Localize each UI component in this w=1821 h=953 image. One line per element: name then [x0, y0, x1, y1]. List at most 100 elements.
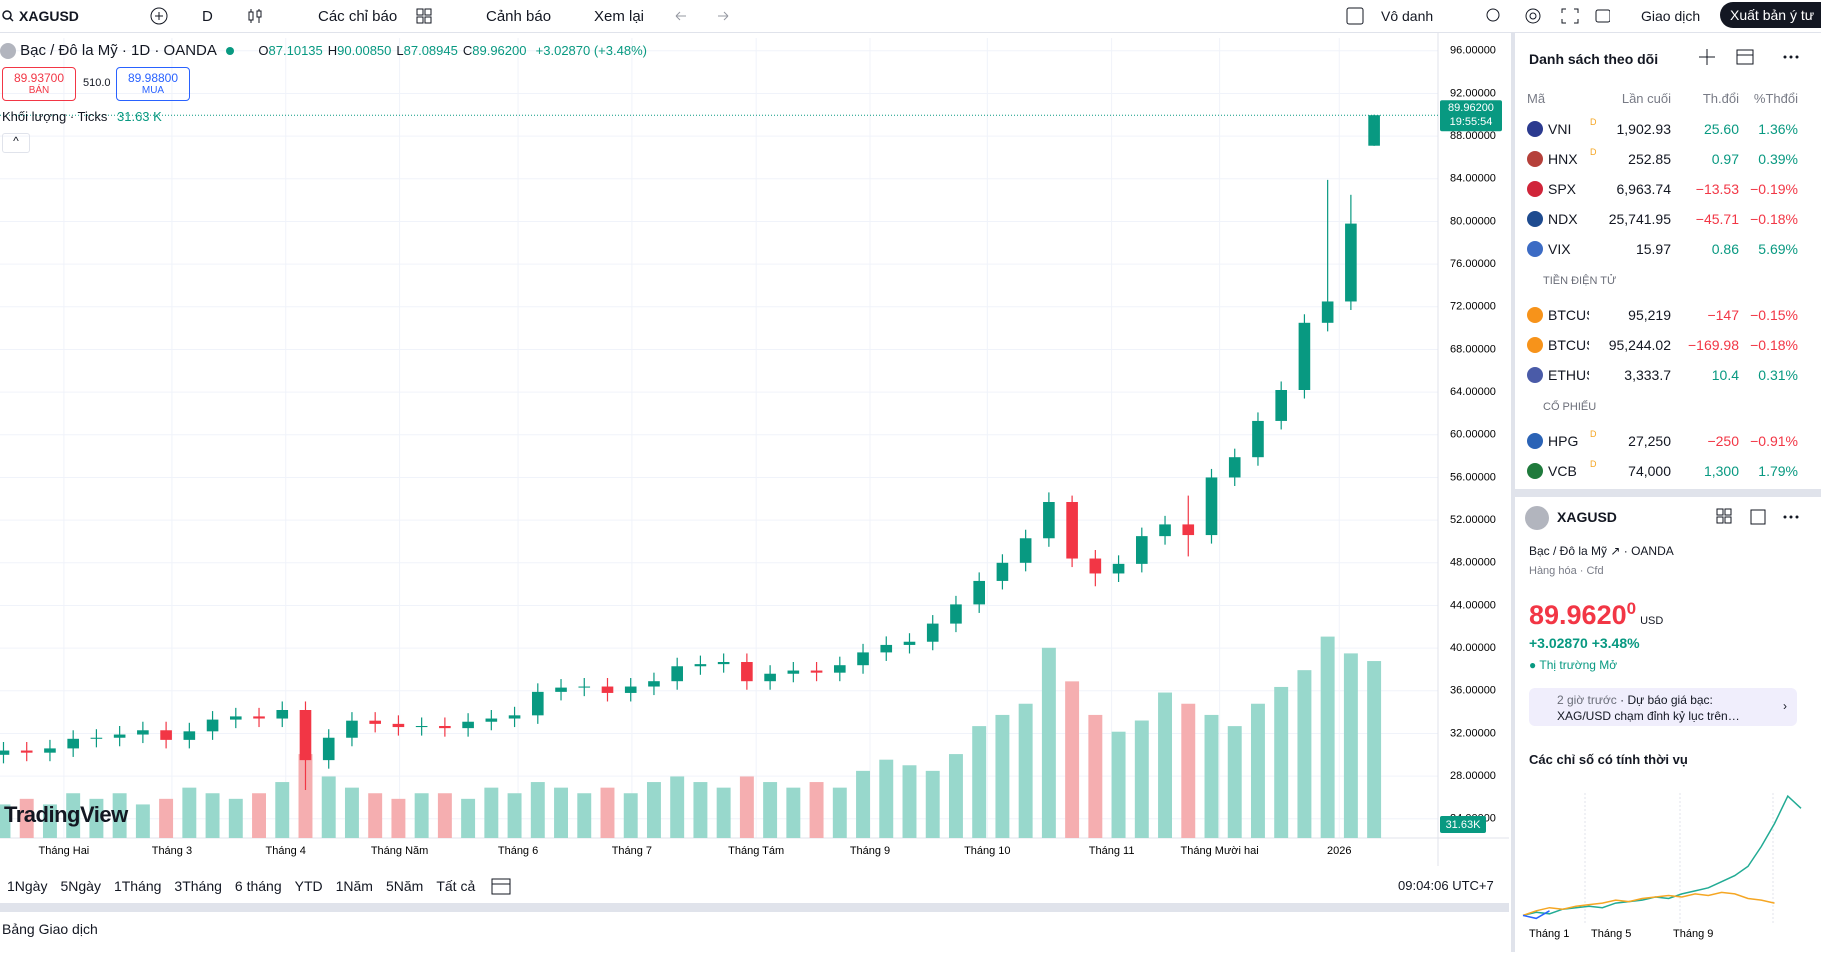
- y-tick-label: 64.00000: [1450, 386, 1496, 398]
- toolbar-icons[interactable]: [1485, 6, 1610, 26]
- news-line: 2 giờ trước · Dự báo giá bạc:: [1557, 693, 1713, 707]
- ohlc-value: 87.08945: [403, 43, 458, 58]
- watchlist-row[interactable]: VNI D 1,902.93 25.60 1.36%: [1515, 115, 1815, 143]
- ohlc-values: O87.10135 H90.00850 L87.08945 C89.96200: [258, 43, 531, 58]
- range-button[interactable]: 5Năm: [385, 878, 424, 894]
- candle-body: [392, 723, 405, 728]
- layout-name[interactable]: Vô danh: [1381, 8, 1434, 24]
- volume-bar: [809, 782, 824, 838]
- volume-bar: [670, 776, 685, 838]
- symbol: HPG: [1548, 433, 1579, 449]
- detail-price-main: 89.9620: [1529, 600, 1627, 630]
- detail-change: +3.02870 +3.48%: [1529, 635, 1640, 651]
- watchlist-row[interactable]: HNX D 252.85 0.97 0.39%: [1515, 145, 1815, 173]
- y-tick-label: 40.00000: [1450, 642, 1496, 654]
- countdown: 19:55:54: [1450, 116, 1493, 128]
- symbol: HNX: [1548, 151, 1578, 167]
- y-tick-label: 80.00000: [1450, 215, 1496, 227]
- watchlist-icons[interactable]: [1695, 47, 1815, 67]
- candle-body: [578, 686, 591, 688]
- volume-bar: [1320, 636, 1335, 838]
- trade-button[interactable]: Giao dịch: [1641, 8, 1701, 24]
- candle-body: [160, 730, 172, 740]
- symbol-button[interactable]: XAGUSD: [19, 8, 79, 24]
- volume-bar: [414, 793, 429, 838]
- volume-bar: [159, 798, 174, 838]
- x-tick-label: Tháng Hai: [39, 845, 90, 857]
- y-tick-label: 92.00000: [1450, 87, 1496, 99]
- ohlc-label: L: [396, 43, 404, 58]
- watchlist-row[interactable]: BTCUS 95,219 −147 −0.15%: [1515, 301, 1815, 329]
- volume-bar: [391, 798, 406, 838]
- add-symbol-button[interactable]: [150, 7, 168, 25]
- y-tick-label: 44.00000: [1450, 599, 1496, 611]
- layout-checkbox[interactable]: [1346, 7, 1364, 25]
- range-button[interactable]: 1Tháng: [113, 878, 162, 894]
- templates-button[interactable]: [415, 7, 433, 25]
- symbol: SPX: [1548, 181, 1577, 197]
- range-button[interactable]: 1Năm: [335, 878, 373, 894]
- candle-body: [322, 737, 335, 761]
- candle-body: [415, 726, 428, 728]
- y-tick-label: 88.00000: [1450, 130, 1496, 142]
- last: 27,250: [1628, 433, 1671, 449]
- watchlist-title[interactable]: Danh sách theo dõi: [1529, 51, 1659, 67]
- candle-body: [346, 720, 358, 738]
- watchlist-row[interactable]: HPG D 27,250 −250 −0.91%: [1515, 427, 1815, 455]
- symbol: BTCUS: [1548, 337, 1589, 353]
- watchlist-row[interactable]: ETHUS 3,333.7 10.4 0.31%: [1515, 361, 1815, 389]
- volume-legend: Khối lượng · Ticks 31.63 K: [2, 109, 162, 124]
- bottom-panel-title[interactable]: Bảng Giao dịch: [2, 921, 98, 937]
- alerts-button[interactable]: Cảnh báo: [486, 8, 552, 25]
- y-tick-label: 96.00000: [1450, 45, 1496, 57]
- x-tick-label: Tháng Tám: [728, 845, 784, 857]
- seasonal-chart: Tháng 1 Tháng 5 Tháng 9: [1522, 793, 1802, 940]
- change-pct: −0.18%: [1750, 337, 1798, 353]
- volume-bar: [298, 754, 313, 838]
- candle-body: [508, 715, 521, 719]
- interval-button[interactable]: D: [202, 8, 213, 25]
- range-button[interactable]: 6 tháng: [234, 878, 282, 894]
- symbol: NDX: [1548, 211, 1578, 227]
- candle-body: [183, 731, 196, 740]
- watchlist-row[interactable]: VIX 15.97 0.86 5.69%: [1515, 235, 1815, 263]
- spread: 510.0: [83, 77, 111, 89]
- x-tick-label: Tháng 11: [1089, 845, 1135, 857]
- candle-body: [1043, 502, 1055, 539]
- replay-button[interactable]: Xem lại: [594, 8, 645, 25]
- range-button[interactable]: 3Tháng: [174, 878, 222, 894]
- detail-currency: USD: [1640, 615, 1664, 627]
- detail-icons[interactable]: [1715, 507, 1815, 527]
- last-price-label: 89.96200: [1448, 102, 1494, 114]
- range-button[interactable]: YTD: [294, 878, 323, 894]
- publish-button[interactable]: Xuất bản ý tư: [1720, 2, 1821, 28]
- sell-button[interactable]: 89.93700 BÁN: [2, 67, 76, 101]
- range-button[interactable]: 5Ngày: [60, 878, 101, 894]
- date-range-button[interactable]: [490, 875, 512, 897]
- watchlist-row[interactable]: VCB D 74,000 1,300 1.79%: [1515, 457, 1815, 485]
- volume-bar: [1204, 714, 1219, 838]
- legend-change: +3.02870 (+3.48%): [535, 43, 647, 58]
- buy-button[interactable]: 89.98800 MUA: [116, 67, 190, 101]
- range-button[interactable]: Tất cả: [436, 878, 476, 894]
- volume-bar: [1367, 661, 1382, 838]
- watchlist-row[interactable]: NDX 25,741.95 −45.71 −0.18%: [1515, 205, 1815, 233]
- collapse-button[interactable]: ^: [2, 133, 30, 153]
- news-card[interactable]: 2 giờ trước · Dự báo giá bạc: XAG/USD ch…: [1529, 688, 1797, 726]
- separator: [0, 903, 1509, 911]
- change: −250: [1707, 433, 1739, 449]
- watchlist-row[interactable]: BTCUS 95,244.02 −169.98 −0.18%: [1515, 331, 1815, 359]
- watchlist-row[interactable]: SPX 6,963.74 −13.53 −0.19%: [1515, 175, 1815, 203]
- y-tick-label: 32.00000: [1450, 727, 1496, 739]
- last: 3,333.7: [1624, 367, 1671, 383]
- ohlc-label: H: [327, 43, 338, 58]
- seasonal-line: [1522, 910, 1550, 920]
- undo-redo[interactable]: [672, 8, 732, 24]
- range-button[interactable]: 1Ngày: [7, 878, 48, 894]
- indicators-button[interactable]: Các chỉ báo: [318, 8, 398, 25]
- column-header: Th.đổi: [1702, 91, 1739, 106]
- change: −13.53: [1695, 181, 1739, 197]
- chart-type-button[interactable]: [246, 7, 264, 25]
- volume-bar: [135, 804, 150, 838]
- volume-bar: [646, 782, 661, 838]
